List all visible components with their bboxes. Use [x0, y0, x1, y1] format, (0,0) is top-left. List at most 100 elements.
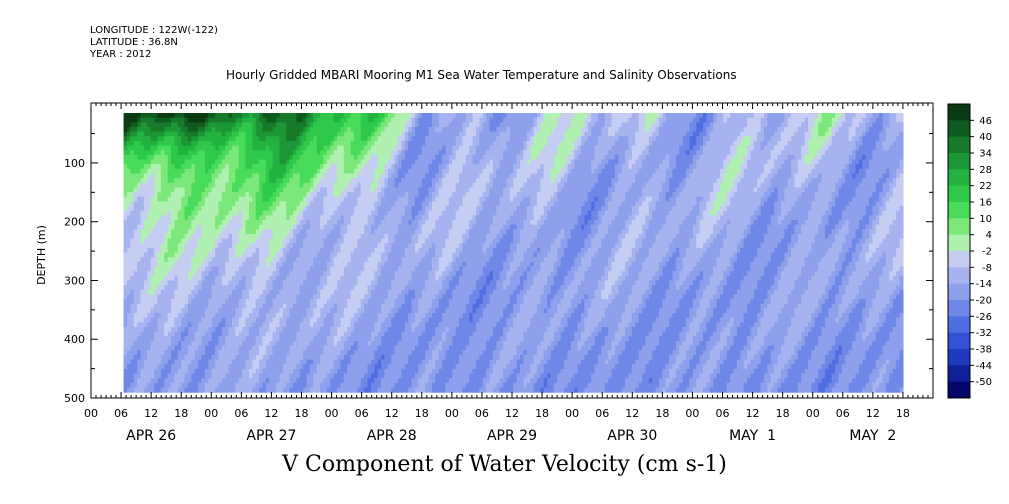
heat-cell: [364, 243, 369, 249]
heat-cell: [360, 331, 365, 337]
heat-cell: [360, 261, 365, 268]
heat-cell: [215, 387, 220, 393]
heat-cell: [181, 308, 186, 314]
heat-cell: [242, 285, 247, 291]
heat-cell: [259, 247, 264, 254]
heat-cell: [333, 345, 338, 351]
heat-cell: [374, 308, 379, 314]
heat-cell: [384, 289, 389, 296]
heat-cell: [381, 206, 386, 212]
heat-cell: [177, 192, 182, 198]
heat-cell: [150, 145, 155, 151]
heat-cell: [194, 359, 199, 365]
heat-cell: [245, 178, 250, 184]
heat-cell: [394, 280, 399, 286]
heat-cell: [238, 126, 243, 133]
heat-cell: [187, 261, 192, 268]
heat-cell: [360, 192, 365, 198]
heat-cell: [313, 113, 318, 119]
heat-cell: [276, 159, 281, 165]
heat-cell: [154, 154, 159, 161]
heat-cell: [347, 271, 352, 277]
heat-cell: [276, 294, 281, 300]
heat-cell: [194, 294, 199, 300]
heat-cell: [157, 275, 162, 282]
heat-cell: [167, 201, 172, 207]
heat-cell: [150, 178, 155, 184]
heat-cell: [384, 113, 389, 119]
heat-cell: [171, 159, 176, 165]
heat-cell: [194, 257, 199, 263]
heat-cell: [160, 378, 165, 384]
heat-cell: [211, 168, 216, 175]
heat-cell: [303, 117, 308, 123]
heat-cell: [198, 289, 203, 296]
heat-cell: [238, 382, 243, 389]
heat-cell: [350, 233, 355, 240]
heat-cell: [282, 173, 287, 179]
heat-cell: [316, 275, 321, 282]
heat-cell: [337, 206, 342, 212]
heat-cell: [215, 145, 220, 151]
heat-cell: [160, 252, 165, 258]
heat-cell: [126, 294, 131, 300]
heat-cell: [126, 131, 131, 137]
heat-cell: [130, 229, 135, 235]
heat-cell: [374, 359, 379, 365]
heat-cell: [215, 196, 220, 202]
heat-cell: [323, 168, 328, 175]
heat-cell: [154, 359, 159, 365]
heat-cell: [387, 192, 392, 198]
heat-cell: [391, 201, 396, 207]
heat-cell: [150, 280, 155, 286]
heat-cell: [272, 322, 277, 328]
heat-cell: [123, 299, 128, 305]
heat-cell: [320, 224, 325, 230]
heat-cell: [150, 336, 155, 342]
heat-cell: [187, 373, 192, 379]
heat-cell: [374, 220, 379, 226]
heat-cell: [255, 373, 260, 379]
heat-cell: [313, 340, 318, 347]
heat-cell: [370, 126, 375, 133]
heat-cell: [296, 122, 301, 128]
heat-cell: [133, 220, 138, 226]
heat-cell: [282, 122, 287, 128]
heat-cell: [326, 187, 331, 193]
heat-cell: [235, 113, 240, 119]
heat-cell: [174, 210, 179, 216]
heat-cell: [394, 378, 399, 384]
heat-cell: [357, 252, 362, 258]
heat-cell: [272, 275, 277, 282]
heat-cell: [174, 117, 179, 123]
heat-cell: [316, 220, 321, 226]
heat-cell: [360, 294, 365, 300]
heat-cell: [323, 233, 328, 240]
heat-cell: [330, 252, 335, 258]
heat-cell: [133, 229, 138, 235]
heat-cell: [303, 261, 308, 268]
heat-cell: [140, 168, 145, 175]
heat-cell: [174, 154, 179, 161]
heat-cell: [140, 354, 145, 361]
heat-cell: [276, 233, 281, 240]
heat-cell: [174, 387, 179, 393]
heat-cell: [140, 192, 145, 198]
heat-cell: [306, 280, 311, 286]
heat-cell: [194, 243, 199, 249]
heat-cell: [238, 224, 243, 230]
heat-cell: [143, 243, 148, 249]
heat-cell: [242, 168, 247, 175]
heat-cell: [279, 317, 284, 323]
heat-cell: [357, 354, 362, 361]
heat-cell: [357, 364, 362, 370]
heat-cell: [377, 299, 382, 305]
heat-cell: [381, 354, 386, 361]
heat-cell: [204, 220, 209, 226]
heat-cell: [238, 271, 243, 277]
heat-cell: [374, 261, 379, 268]
heat-cell: [137, 364, 142, 370]
heat-cell: [313, 238, 318, 244]
heat-cell: [191, 252, 196, 258]
heat-cell: [381, 159, 386, 165]
